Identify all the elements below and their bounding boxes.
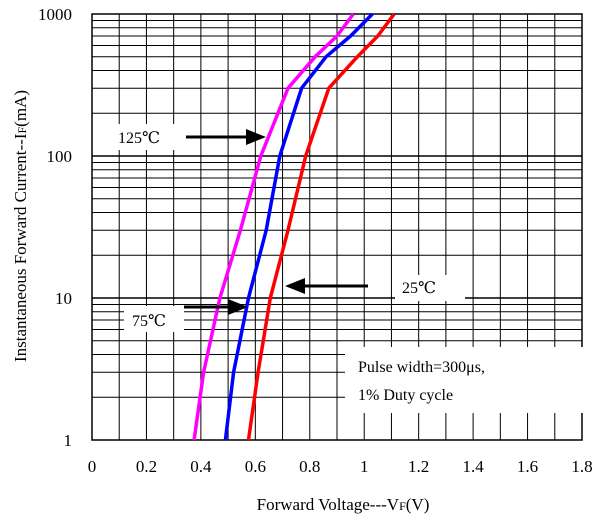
y-axis-label-unit: (mA) — [11, 90, 30, 127]
arrow-125-head — [246, 129, 266, 145]
arrow-75-head — [228, 299, 248, 315]
x-axis-label: Forward Voltage---VF(V) — [257, 495, 430, 514]
label-125: 125℃ — [118, 130, 160, 147]
note-line-1: Pulse width=300μs, — [358, 359, 485, 376]
series-line-75 — [223, 12, 374, 441]
x-tick-labels: 0 0.2 0.4 0.6 0.8 1 1.2 1.4 1.6 1.8 — [88, 457, 593, 476]
x-axis-label-sub: F — [399, 499, 406, 513]
x-tick-label: 0 — [88, 457, 97, 476]
x-tick-label: 0.8 — [299, 457, 320, 476]
y-tick-labels: 1 10 100 1000 — [38, 5, 72, 450]
y-axis-label-sub: F — [15, 127, 29, 134]
x-axis-label-unit: (V) — [406, 495, 430, 514]
plot-frame — [91, 13, 583, 441]
curves — [192, 12, 396, 441]
y-tick-label: 1000 — [38, 5, 72, 24]
x-tick-label: 1.6 — [517, 457, 538, 476]
label-75: 75℃ — [132, 313, 166, 330]
x-tick-label: 1 — [360, 457, 369, 476]
y-tick-label: 1 — [64, 431, 73, 450]
label-25: 25℃ — [402, 280, 436, 297]
label-25-box — [395, 275, 465, 301]
x-tick-label: 1.4 — [462, 457, 484, 476]
arrow-25-head — [285, 278, 305, 294]
y-tick-label: 100 — [47, 147, 73, 166]
x-tick-label: 1.2 — [408, 457, 429, 476]
x-axis-label-main: Forward Voltage---V — [257, 495, 400, 514]
x-tick-label: 0.4 — [190, 457, 212, 476]
label-125-box — [112, 124, 188, 150]
x-tick-label: 0.6 — [245, 457, 266, 476]
y-axis-label: Instantaneous Forward Current--IF(mA) — [11, 90, 30, 362]
y-tick-label: 10 — [55, 289, 72, 308]
series-line-25 — [246, 12, 396, 441]
label-75-box — [124, 306, 184, 332]
note-line-2: 1% Duty cycle — [358, 387, 453, 404]
x-tick-label: 1.8 — [571, 457, 592, 476]
series-line-125 — [192, 12, 355, 441]
note-box — [345, 347, 587, 413]
x-tick-label: 0.2 — [136, 457, 157, 476]
y-axis-label-main: Instantaneous Forward Current--I — [11, 133, 30, 362]
